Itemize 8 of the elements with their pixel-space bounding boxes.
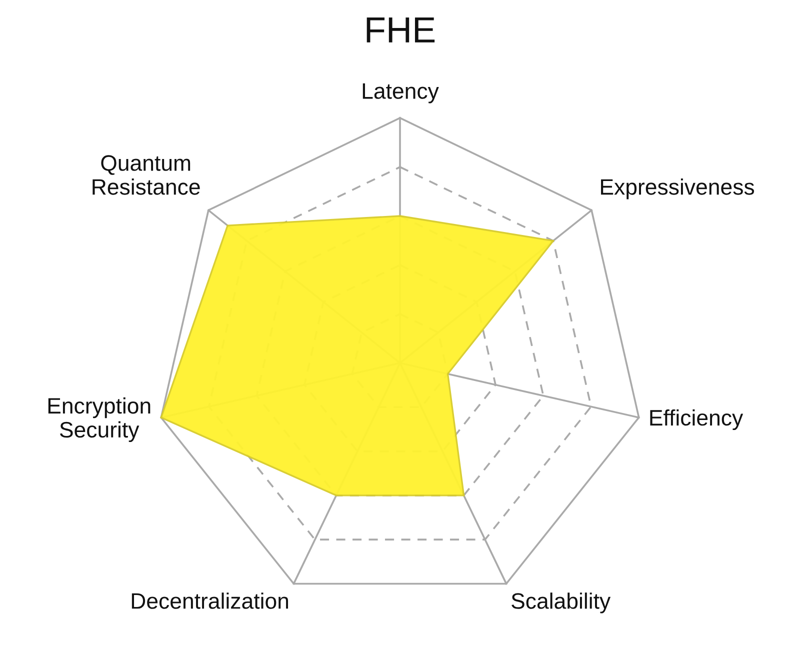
spoke-label: Quantum Resistance — [92, 155, 200, 195]
spoke-label: Latency — [362, 83, 439, 104]
spoke-label: Scalability — [512, 592, 611, 614]
chart-title: FHE — [366, 17, 435, 42]
spoke-label: Expressiveness — [601, 178, 754, 200]
spoke-label: Encryption Security — [48, 397, 150, 442]
spoke-label: Efficiency — [650, 409, 744, 430]
spoke-label: Decentralization — [132, 592, 288, 609]
